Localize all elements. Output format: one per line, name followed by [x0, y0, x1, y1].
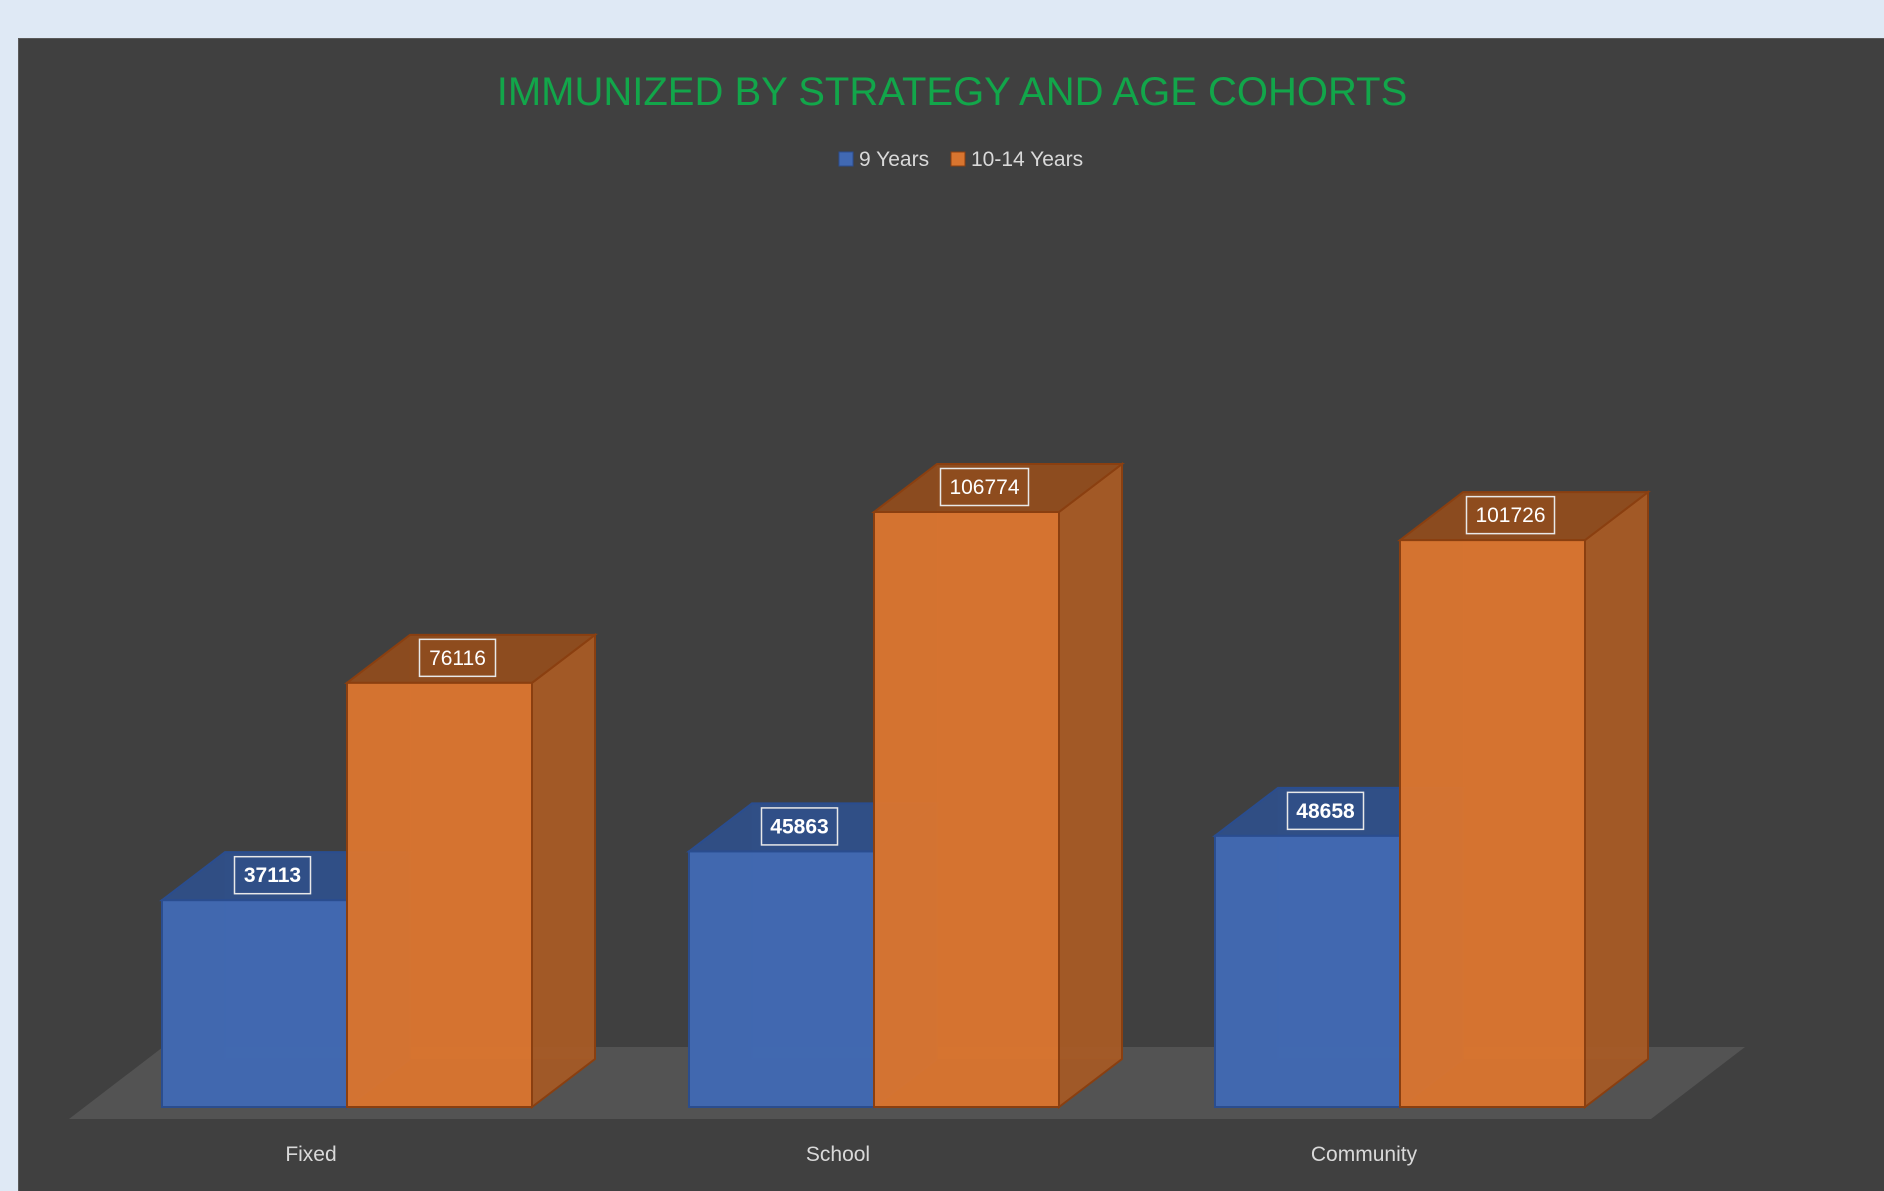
category-label-fixed: Fixed [285, 1143, 336, 1166]
chart-title: IMMUNIZED BY STRATEGY AND AGE COHORTS [497, 70, 1408, 114]
legend-label-10-14-years: 10-14 Years [971, 148, 1083, 171]
data-label-school-10-14-years: 106774 [939, 467, 1030, 507]
bar-community-10-14-years [1397, 490, 1651, 1110]
legend-label-9-years: 9 Years [859, 148, 929, 171]
data-label-school-9-years: 45863 [760, 807, 839, 846]
data-label-fixed-10-14-years: 76116 [418, 638, 497, 678]
legend-swatch-9-years [838, 151, 854, 167]
chart-area: IMMUNIZED BY STRATEGY AND AGE COHORTS 9 … [18, 38, 1884, 1191]
svg-text:48658: 48658 [1296, 800, 1355, 823]
bars-layer [159, 461, 1651, 1110]
svg-text:106774: 106774 [949, 476, 1019, 499]
bar-school-10-14-years [871, 461, 1125, 1110]
svg-text:45863: 45863 [770, 815, 828, 838]
category-label-community: Community [1311, 1143, 1418, 1166]
svg-text:101726: 101726 [1475, 504, 1545, 527]
svg-text:37113: 37113 [244, 864, 301, 887]
legend: 9 Years 10-14 Years [838, 148, 1083, 171]
data-label-community-10-14-years: 101726 [1465, 495, 1556, 535]
legend-swatch-10-14-years [950, 151, 966, 167]
chart-svg: IMMUNIZED BY STRATEGY AND AGE COHORTS 9 … [69, 70, 1745, 1166]
data-labels: 37113 76116 45863 106774 48658 101726 [233, 467, 1556, 895]
bar-fixed-10-14-years [344, 632, 598, 1110]
category-label-school: School [806, 1143, 870, 1166]
category-axis: Fixed School Community [285, 1143, 1417, 1166]
data-label-fixed-9-years: 37113 [233, 855, 312, 895]
svg-text:76116: 76116 [429, 647, 486, 670]
data-label-community-9-years: 48658 [1286, 791, 1365, 831]
